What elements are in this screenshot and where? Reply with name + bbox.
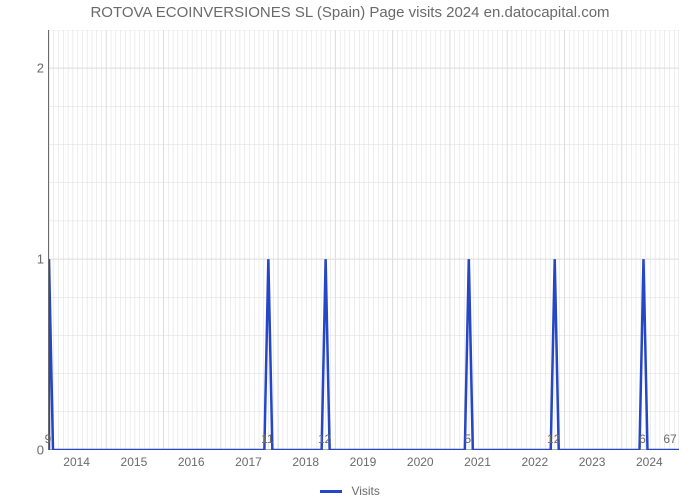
spike-value-label: 6	[639, 432, 646, 446]
spike-value-label: 9	[45, 432, 52, 446]
ytick-label: 0	[4, 443, 44, 458]
xtick-label: 2021	[464, 455, 491, 469]
xtick-label: 2022	[521, 455, 548, 469]
legend-swatch	[320, 490, 342, 493]
plot-svg	[49, 30, 679, 450]
xtick-label: 2016	[178, 455, 205, 469]
ytick-label: 2	[4, 61, 44, 76]
xtick-label: 2023	[579, 455, 606, 469]
xtick-label: 2020	[407, 455, 434, 469]
xtick-label: 2015	[121, 455, 148, 469]
legend: Visits	[0, 484, 700, 498]
chart-title: ROTOVA ECOINVERSIONES SL (Spain) Page vi…	[0, 4, 700, 21]
xtick-label: 2018	[292, 455, 319, 469]
xtick-label: 2014	[63, 455, 90, 469]
legend-label: Visits	[351, 484, 379, 498]
spike-value-label: 5	[464, 432, 471, 446]
xtick-label: 2024	[636, 455, 663, 469]
xtick-label: 2019	[350, 455, 377, 469]
spike-value-label: 12	[318, 432, 331, 446]
spike-value-label: 12	[547, 432, 560, 446]
ytick-label: 1	[4, 252, 44, 267]
trailing-value-label: 67	[663, 432, 676, 446]
xtick-label: 2017	[235, 455, 262, 469]
chart-container: ROTOVA ECOINVERSIONES SL (Spain) Page vi…	[0, 0, 700, 500]
plot-area	[48, 30, 678, 450]
spike-value-label: 11	[261, 432, 273, 446]
